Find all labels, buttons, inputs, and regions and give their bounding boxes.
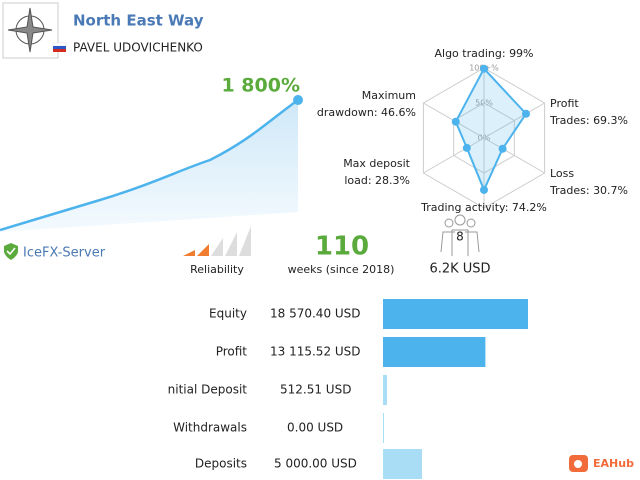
radar-label-text: Trading activity:	[420, 201, 508, 214]
growth-area	[0, 100, 298, 232]
radar-axis	[483, 137, 545, 174]
balance-value: 0.00 USD	[287, 421, 343, 435]
shield-icon	[4, 243, 18, 260]
radar-label: load: 28.3%	[344, 174, 410, 187]
radar-label-text: Trades:	[549, 114, 590, 127]
balance-value: 5 000.00 USD	[274, 457, 357, 471]
growth-value: 1 800%	[221, 75, 300, 97]
radar-value: 69.3%	[593, 114, 628, 127]
radar-label: Maximum	[362, 89, 416, 102]
flag	[52, 42, 67, 47]
radar-value: 99%	[509, 47, 533, 60]
flag	[53, 49, 66, 52]
eahub-logo	[569, 455, 588, 472]
balance-bar	[383, 413, 384, 443]
radar-label: Max deposit	[343, 157, 410, 170]
watermark: EAHub	[593, 457, 634, 470]
radar-label: Trading activity: 74.2%	[420, 201, 547, 214]
check	[6, 247, 16, 256]
balance-value: 13 115.52 USD	[270, 345, 361, 359]
server[interactable]: IceFX-Server	[23, 246, 106, 261]
balance-bar	[383, 449, 423, 479]
balance-bar	[383, 337, 486, 367]
radar-value: 74.2%	[512, 201, 547, 214]
author[interactable]: PAVEL UDOVICHENKO	[73, 41, 203, 55]
radar-label: Trades: 69.3%	[549, 114, 628, 127]
reliability-bars	[183, 226, 251, 256]
radar-axis	[423, 137, 485, 174]
radar-label-text: load:	[344, 174, 371, 187]
radar-label-text: Loss	[550, 167, 574, 180]
flag	[53, 46, 66, 49]
balance-label: Equity	[209, 307, 247, 321]
compass-logo	[7, 7, 53, 53]
balance-value: 512.51 USD	[280, 383, 351, 397]
balance-label: Profit	[216, 345, 248, 359]
radar-point	[498, 144, 507, 153]
radar-point	[480, 64, 488, 73]
radar-value: 30.7%	[593, 184, 628, 197]
subscribers-icon	[440, 214, 480, 256]
subscribers-count: 8	[456, 230, 464, 244]
balance-bar	[383, 299, 528, 329]
balance-value: 18 570.40 USD	[270, 307, 361, 321]
radar-axis	[483, 102, 545, 139]
balance-label: Deposits	[195, 457, 247, 471]
growth-end	[293, 95, 303, 105]
radar-point	[522, 109, 531, 118]
radar-label-text: Max deposit	[343, 157, 410, 170]
signal-title[interactable]: North East Way	[73, 12, 204, 30]
balance-label: Withdrawals	[173, 421, 247, 435]
subscribers-funds: 6.2K USD	[429, 262, 490, 277]
radar-point	[462, 143, 471, 152]
weeks-label: weeks (since 2018)	[288, 263, 395, 276]
growth-line	[0, 98, 299, 232]
radar-value: 46.6%	[381, 106, 416, 119]
radar-label: drawdown: 46.6%	[317, 106, 416, 119]
radar-label-text: drawdown:	[317, 106, 378, 119]
radar-value: 28.3%	[375, 174, 410, 187]
radar-label: Algo trading: 99%	[434, 47, 533, 60]
radar-label-text: Algo trading:	[434, 47, 505, 60]
radar-point	[451, 117, 460, 126]
radar-label: Trades: 30.7%	[549, 184, 628, 197]
radar-label: Profit	[550, 97, 579, 110]
balance-bar	[383, 375, 388, 405]
reliability-label: Reliability	[190, 263, 244, 276]
radar-label-text: Maximum	[362, 89, 416, 102]
balance-label: nitial Deposit	[168, 383, 248, 397]
weeks-value: 110	[315, 232, 369, 262]
radar-label-text: Trades:	[549, 184, 590, 197]
radar-point	[480, 185, 488, 194]
radar-label-text: Profit	[550, 97, 579, 110]
radar-area	[454, 66, 528, 193]
radar-label: Loss	[550, 167, 574, 180]
